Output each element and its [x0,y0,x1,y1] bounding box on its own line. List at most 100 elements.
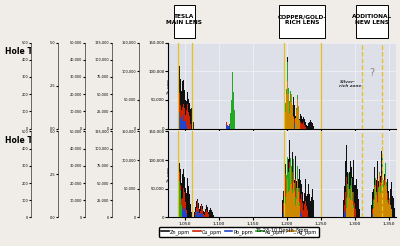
Bar [205,212,206,217]
Bar [298,106,299,128]
Bar [353,192,354,217]
Bar [186,214,187,217]
Bar [179,181,180,217]
Bar [305,127,306,128]
Bar [193,122,194,128]
Bar [379,190,380,217]
Bar [234,110,235,128]
Bar [300,180,301,217]
Bar [203,214,204,217]
Bar [288,190,289,217]
Bar [387,200,388,217]
Bar [179,112,180,128]
Bar [354,203,355,217]
Bar [374,200,375,217]
Bar [288,125,289,128]
Bar [303,122,304,128]
Bar [212,212,213,217]
Bar [347,184,348,217]
Bar [231,127,232,128]
Bar [292,115,293,128]
Bar [291,113,292,128]
Bar [211,210,212,217]
Bar [352,214,353,217]
Bar [352,192,353,217]
Bar [353,160,354,217]
Bar [294,209,295,217]
Bar [191,212,192,217]
Bar [181,183,182,217]
Bar [202,209,203,217]
Bar [301,214,302,217]
Bar [373,200,374,217]
Bar [286,99,287,128]
Bar [392,196,393,217]
Bar [371,205,372,217]
Bar [298,201,299,217]
Bar [348,213,349,217]
Bar [295,118,296,128]
Bar [345,210,346,217]
Bar [347,172,348,217]
Bar [385,163,386,217]
Bar [350,200,351,217]
Bar [293,208,294,217]
Bar [382,188,383,217]
Bar [208,212,209,217]
Bar [198,208,199,217]
Bar [383,188,384,217]
Bar [233,92,234,128]
Bar [195,207,196,217]
Bar [292,105,293,128]
Bar [288,205,289,217]
Bar [303,201,304,217]
Bar [196,208,197,217]
Bar [289,190,290,217]
Bar [176,83,178,128]
Bar [174,115,176,128]
Bar [291,184,292,217]
Bar [213,215,214,217]
Bar [305,122,306,128]
Bar [305,201,306,217]
Bar [290,167,291,217]
Bar [349,172,350,217]
Bar [384,185,385,217]
Bar [289,199,290,217]
Bar [185,212,186,217]
Bar [283,191,284,217]
Bar [308,184,309,217]
Bar [181,110,182,128]
Bar [293,164,294,217]
Bar [355,209,356,217]
Bar [296,181,297,217]
Bar [292,152,293,217]
Bar [287,62,288,128]
Bar [186,125,187,128]
Bar [283,213,284,217]
Bar [354,185,355,217]
Bar [176,210,178,217]
Bar [302,124,303,128]
Bar [351,211,352,217]
Bar [312,123,313,128]
Bar [287,179,288,217]
Bar [376,180,377,217]
Bar [386,192,387,217]
Bar [183,115,184,128]
Bar [381,183,382,217]
Bar [190,204,191,217]
Y-axis label: Au_ppm: Au_ppm [86,166,90,183]
Bar [304,125,305,128]
Bar [196,212,197,217]
Bar [344,205,345,217]
Bar [179,163,180,217]
Bar [294,120,295,128]
Bar [183,207,184,217]
Y-axis label: Pb_ppm: Pb_ppm [113,167,117,182]
Bar [353,208,354,217]
Bar [302,119,303,128]
Bar [306,125,307,128]
Bar [176,177,178,217]
Bar [207,212,208,217]
